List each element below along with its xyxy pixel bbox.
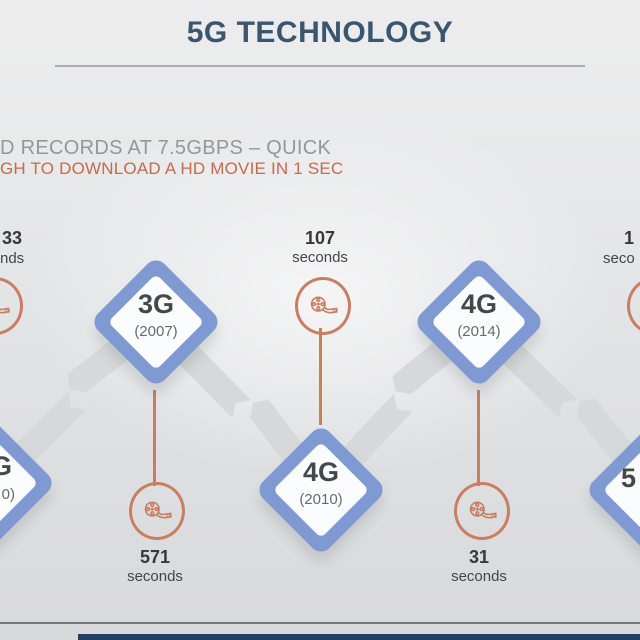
time-number: 571 [139, 547, 171, 567]
milestone-text-4g-2010: 4G (2010) [266, 456, 376, 510]
time-number: 31 [468, 547, 490, 567]
milestone-label-fragment-5g: 5 [621, 463, 637, 493]
time-unit: seconds [127, 568, 183, 585]
time-unit-fragment-left: nds [0, 250, 25, 267]
time-unit-fragment-right: seco [603, 250, 635, 267]
time-unit: seconds [451, 568, 507, 585]
film-reel-icon [469, 501, 497, 519]
bottom-rule [0, 622, 640, 624]
movie-time-badge-571 [129, 482, 185, 540]
movie-time-badge-31 [454, 482, 510, 540]
headline-speed-record: D RECORDS AT 7.5GBPS – QUICK [0, 137, 332, 159]
page-title: 5G TECHNOLOGY [186, 16, 454, 49]
milestone-text-3g: 3G (2007) [101, 288, 211, 342]
time-number-fragment-left: 33 [1, 228, 22, 248]
milestone-year-fragment-left: 0) [1, 486, 15, 503]
milestone-label: 3G [137, 289, 175, 319]
time-label-571: 571 seconds [100, 546, 210, 586]
film-reel-icon [310, 296, 338, 314]
headline-download-movie: GH TO DOWNLOAD A HD MOVIE IN 1 SEC [0, 159, 344, 178]
time-label-31: 31 seconds [424, 546, 534, 586]
time-label-107: 107 seconds [265, 227, 375, 267]
film-reel-icon [144, 501, 172, 519]
movie-time-badge-107 [295, 277, 351, 335]
time-unit: seconds [292, 249, 348, 266]
time-number: 107 [304, 228, 336, 248]
milestone-year: (2010) [299, 491, 343, 508]
milestone-label: 4G [302, 457, 340, 487]
milestone-label-fragment-left: G [0, 451, 12, 481]
milestone-label: 4G [460, 289, 498, 319]
milestone-text-4g-2014: 4G (2014) [424, 288, 534, 342]
connector-line-4g-2014 [477, 390, 480, 486]
milestone-year: (2014) [457, 323, 501, 340]
connector-line-4g-2010 [319, 328, 322, 425]
milestone-year: (2007) [134, 323, 178, 340]
connector-line-3g [153, 390, 156, 486]
film-reel-icon [0, 307, 10, 314]
bottom-accent-bar [78, 634, 640, 640]
time-number-fragment-right: 1 [623, 228, 634, 248]
title-underline [55, 65, 585, 67]
